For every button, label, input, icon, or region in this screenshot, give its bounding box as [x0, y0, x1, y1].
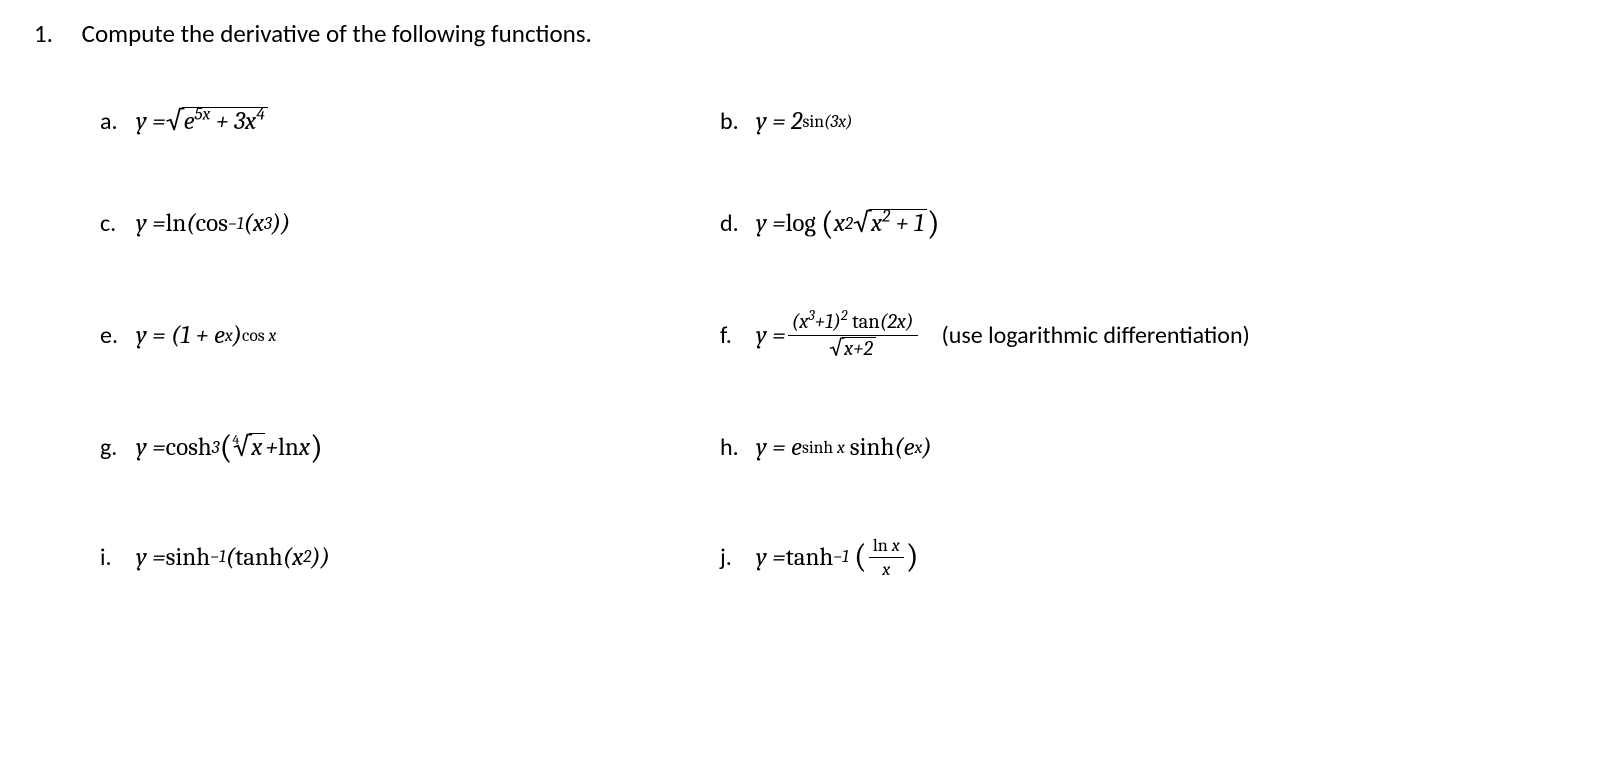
- item-math: y = tanh−1 (ln xx): [756, 535, 919, 580]
- item-math: y = (x3+1)2 tan(2x)√x+2: [756, 311, 920, 362]
- item-letter: f.: [720, 321, 756, 350]
- page: 1. Compute the derivative of the followi…: [0, 0, 1612, 766]
- item-letter: g.: [100, 433, 136, 462]
- item-letter: d.: [720, 209, 756, 238]
- item-letter: j.: [720, 543, 756, 572]
- item-f: f. y = (x3+1)2 tan(2x)√x+2 (use logarith…: [720, 311, 1572, 362]
- item-e: e. y = (1 + ex)cos x: [100, 311, 700, 362]
- item-letter: e.: [100, 321, 136, 350]
- item-h: h. y = esinh x sinh(ex): [720, 433, 1572, 463]
- item-math: y = sinh−1(tanh(x2)): [136, 543, 330, 572]
- question-prompt: 1. Compute the derivative of the followi…: [34, 18, 1572, 49]
- item-g: g. y = cosh3(4√x + ln x): [100, 433, 700, 463]
- item-letter: b.: [720, 107, 756, 136]
- item-math: y = cosh3(4√x + ln x): [136, 433, 323, 463]
- item-letter: h.: [720, 433, 756, 462]
- item-c: c. y = ln(cos−1(x3)): [100, 209, 700, 239]
- question-text: Compute the derivative of the following …: [82, 18, 592, 49]
- item-i: i. y = sinh−1(tanh(x2)): [100, 535, 700, 580]
- item-b: b. y = 2sin(3x): [720, 107, 1572, 137]
- item-letter: c.: [100, 209, 136, 238]
- item-note: (use logarithmic differentiation): [942, 321, 1250, 350]
- item-letter: a.: [100, 107, 136, 136]
- item-d: d. y = log (x2√x2 + 1): [720, 209, 1572, 239]
- item-j: j. y = tanh−1 (ln xx): [720, 535, 1572, 580]
- item-math: y = √e5x + 3x4: [136, 107, 268, 137]
- item-math: y = ln(cos−1(x3)): [136, 209, 290, 238]
- items-grid: a. y = √e5x + 3x4 b. y = 2sin(3x) c. y =…: [100, 107, 1572, 580]
- item-math: y = (1 + ex)cos x: [136, 321, 276, 350]
- item-math: y = esinh x sinh(ex): [756, 433, 932, 462]
- question-number: 1.: [34, 18, 76, 49]
- item-math: y = log (x2√x2 + 1): [756, 209, 940, 239]
- item-a: a. y = √e5x + 3x4: [100, 107, 700, 137]
- item-letter: i.: [100, 543, 136, 572]
- item-math: y = 2sin(3x): [756, 107, 853, 136]
